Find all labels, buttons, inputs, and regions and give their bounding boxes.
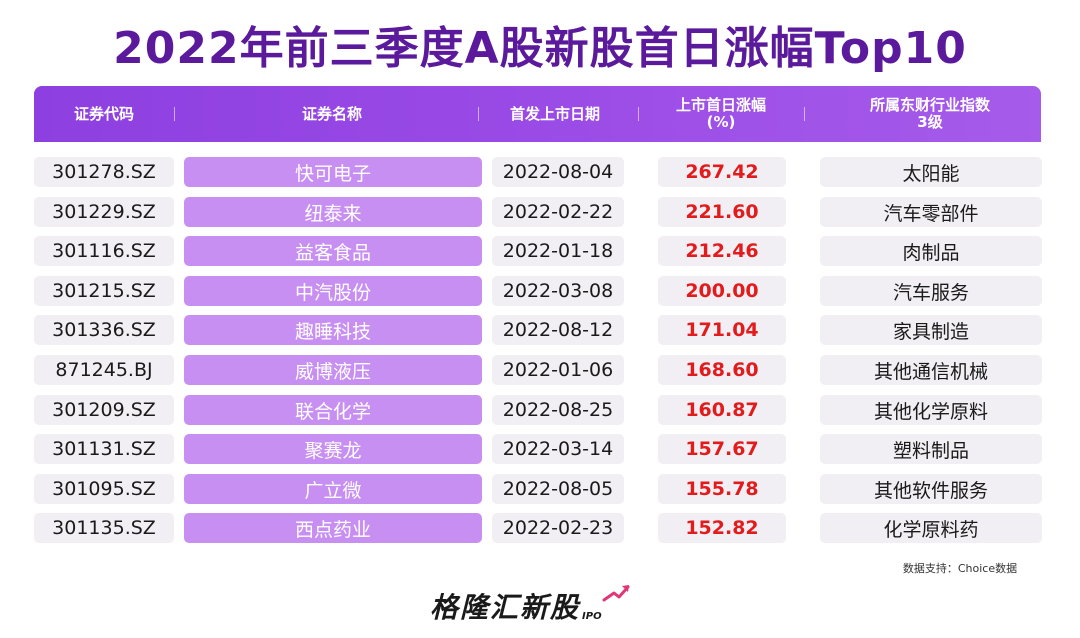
header-pct-label: 上市首日涨幅 [675,96,766,114]
header-pct-unit: (%) [706,113,736,131]
cell-pct: 171.04 [658,315,786,345]
cell-date: 2022-08-05 [492,474,624,504]
cell-pct: 160.87 [658,395,786,425]
header-industry: 所属东财行业指数 3级 [818,86,1042,142]
table-row: 301336.SZ 趣睡科技 2022-08-12 171.04 家具制造 [34,315,1042,345]
header-industry-label: 所属东财行业指数 [869,96,990,114]
header-date: 首发上市日期 [490,86,620,142]
cell-date: 2022-03-08 [492,276,624,306]
header-pct: 上市首日涨幅 (%) [656,86,786,142]
brand-logo: 格隆汇新股 IPO [430,582,660,626]
cell-name: 中汽股份 [184,276,482,306]
cell-pct: 152.82 [658,513,786,543]
cell-name: 聚赛龙 [184,434,482,464]
cell-industry: 太阳能 [820,157,1042,187]
cell-name: 纽泰来 [184,197,482,227]
cell-date: 2022-03-14 [492,434,624,464]
cell-code: 301135.SZ [34,513,174,543]
table-row: 301215.SZ 中汽股份 2022-03-08 200.00 汽车服务 [34,276,1042,306]
cell-pct: 168.60 [658,355,786,385]
data-source-note: 数据支持：Choice数据 [902,562,1018,575]
table-row: 301116.SZ 益客食品 2022-01-18 212.46 肉制品 [34,236,1042,266]
cell-industry: 汽车服务 [820,276,1042,306]
cell-code: 871245.BJ [34,355,174,385]
header-divider [478,107,479,121]
cell-name: 西点药业 [184,513,482,543]
cell-industry: 化学原料药 [820,513,1042,543]
table-header: 证券代码 证券名称 首发上市日期 上市首日涨幅 (%) 所属东财行业指数 3级 [34,86,1041,142]
table-row: 301131.SZ 聚赛龙 2022-03-14 157.67 塑料制品 [34,434,1042,464]
trend-arrow-icon [602,585,630,602]
header-name: 证券名称 [182,86,482,142]
brand-logo-sub: IPO [582,611,602,622]
table-row: 301278.SZ 快可电子 2022-08-04 267.42 太阳能 [34,157,1042,187]
table-row: 301095.SZ 广立微 2022-08-05 155.78 其他软件服务 [34,474,1042,504]
cell-industry: 其他化学原料 [820,395,1042,425]
cell-code: 301095.SZ [34,474,174,504]
header-code: 证券代码 [34,86,174,142]
cell-industry: 肉制品 [820,236,1042,266]
cell-date: 2022-08-04 [492,157,624,187]
cell-code: 301336.SZ [34,315,174,345]
cell-pct: 155.78 [658,474,786,504]
cell-date: 2022-08-25 [492,395,624,425]
cell-pct: 212.46 [658,236,786,266]
cell-pct: 157.67 [658,434,786,464]
header-code-label: 证券代码 [73,104,134,123]
table-row: 301229.SZ 纽泰来 2022-02-22 221.60 汽车零部件 [34,197,1042,227]
cell-code: 301278.SZ [34,157,174,187]
cell-name: 趣睡科技 [184,315,482,345]
cell-code: 301229.SZ [34,197,174,227]
cell-date: 2022-02-22 [492,197,624,227]
cell-name: 威博液压 [184,355,482,385]
page-title: 2022年前三季度A股新股首日涨幅Top10 [113,23,967,74]
cell-industry: 其他通信机械 [820,355,1042,385]
cell-code: 301215.SZ [34,276,174,306]
cell-date: 2022-02-23 [492,513,624,543]
cell-name: 益客食品 [184,236,482,266]
header-industry-level: 3级 [917,113,943,131]
cell-name: 联合化学 [184,395,482,425]
cell-name: 快可电子 [184,157,482,187]
cell-code: 301209.SZ [34,395,174,425]
table-row: 871245.BJ 威博液压 2022-01-06 168.60 其他通信机械 [34,355,1042,385]
header-divider [174,107,175,121]
cell-date: 2022-08-12 [492,315,624,345]
cell-date: 2022-01-18 [492,236,624,266]
cell-industry: 塑料制品 [820,434,1042,464]
cell-code: 301131.SZ [34,434,174,464]
cell-pct: 267.42 [658,157,786,187]
cell-industry: 其他软件服务 [820,474,1042,504]
cell-industry: 汽车零部件 [820,197,1042,227]
cell-code: 301116.SZ [34,236,174,266]
table-row: 301135.SZ 西点药业 2022-02-23 152.82 化学原料药 [34,513,1042,543]
header-date-label: 首发上市日期 [509,104,600,123]
header-divider [804,107,805,121]
table-row: 301209.SZ 联合化学 2022-08-25 160.87 其他化学原料 [34,395,1042,425]
header-name-label: 证券名称 [301,104,362,123]
header-divider [638,107,639,121]
cell-industry: 家具制造 [820,315,1042,345]
cell-pct: 200.00 [658,276,786,306]
cell-name: 广立微 [184,474,482,504]
cell-date: 2022-01-06 [492,355,624,385]
brand-logo-text: 格隆汇新股 [430,591,581,624]
cell-pct: 221.60 [658,197,786,227]
